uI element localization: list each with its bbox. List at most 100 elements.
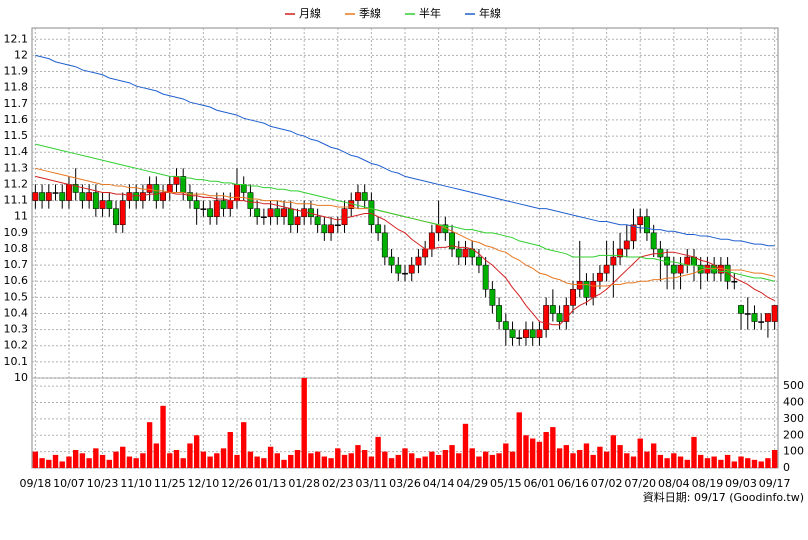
volume-bar	[429, 451, 435, 468]
volume-bar	[509, 451, 516, 468]
candle-body	[361, 192, 368, 201]
candle-body	[52, 192, 59, 194]
candle-body	[240, 184, 247, 193]
y-tick-label: 11.2	[4, 177, 29, 190]
candle-body	[321, 224, 328, 234]
candle-body	[247, 192, 254, 209]
candle-body	[355, 192, 361, 201]
candle-body	[45, 192, 52, 201]
volume-bar	[624, 453, 630, 468]
candle-body	[516, 337, 523, 339]
volume-bar	[718, 459, 724, 468]
volume-bar	[745, 458, 751, 468]
candle-body	[462, 248, 469, 258]
candle-body	[92, 192, 99, 209]
volume-bar	[698, 454, 704, 468]
volume-bar	[691, 436, 697, 468]
volume-bar	[630, 456, 637, 468]
volume-bar	[496, 453, 502, 468]
candle-body	[449, 232, 455, 250]
candle-body	[287, 208, 294, 226]
volume-bar	[724, 454, 731, 468]
y2-tick-label: 500	[783, 379, 804, 392]
volume-bar	[267, 446, 274, 468]
candle-body	[428, 232, 435, 250]
candle-body	[281, 208, 287, 217]
candle-body	[402, 272, 408, 275]
candle-body	[314, 216, 321, 226]
candle-body	[66, 184, 72, 201]
volume-bar	[193, 435, 200, 468]
candle-body	[274, 208, 281, 217]
volume-bar	[462, 423, 469, 468]
volume-bar	[261, 458, 267, 468]
x-tick-label: 03/11	[356, 477, 388, 490]
volume-bar	[207, 456, 213, 468]
volume-bar	[314, 451, 321, 468]
x-tick-label: 12/26	[221, 477, 253, 490]
candle-body	[334, 224, 341, 227]
y-tick-label: 10	[14, 371, 28, 384]
candle-body	[415, 256, 422, 266]
volume-bar	[133, 458, 139, 468]
volume-bar	[254, 456, 260, 468]
candle-body	[744, 313, 751, 315]
candle-body	[731, 280, 738, 283]
candle-body	[576, 280, 583, 290]
volume-bar	[375, 436, 381, 468]
x-tick-label: 12/10	[188, 477, 220, 490]
volume-bar	[503, 443, 509, 468]
y-tick-label: 12	[14, 48, 28, 61]
candle-body	[388, 256, 395, 266]
x-tick-label: 07/20	[624, 477, 656, 490]
x-tick-label: 08/04	[658, 477, 690, 490]
y-tick-label: 10.3	[4, 323, 29, 336]
volume-bar	[751, 459, 758, 468]
x-tick-label: 10/07	[53, 477, 85, 490]
x-tick-label: 10/23	[87, 477, 119, 490]
volume-bar	[516, 412, 522, 468]
y-tick-label: 10.1	[4, 355, 29, 368]
volume-bar	[140, 453, 146, 468]
volume-bar	[66, 456, 72, 468]
volume-bar	[281, 459, 287, 468]
y-tick-label: 10.5	[4, 290, 29, 303]
candle-body	[227, 200, 234, 209]
candle-body	[590, 280, 597, 298]
y-tick-label: 11	[14, 210, 28, 223]
candle-body	[32, 192, 39, 201]
volume-bar	[227, 432, 233, 468]
legend-label: 半年	[419, 6, 441, 20]
candle-body	[637, 216, 644, 226]
y-tick-label: 11.3	[4, 161, 29, 174]
candle-body	[482, 264, 489, 290]
x-tick-label: 08/19	[692, 477, 724, 490]
candle-body	[771, 305, 778, 322]
volume-bar	[146, 422, 153, 468]
volume-bar	[570, 453, 576, 468]
candle-body	[523, 329, 529, 338]
x-tick-label: 09/18	[20, 477, 52, 490]
candle-body	[623, 240, 630, 250]
volume-bar	[677, 456, 684, 468]
volume-bar	[126, 456, 133, 468]
volume-bar	[247, 451, 254, 468]
volume-bar	[523, 435, 529, 468]
candle-body	[146, 184, 153, 193]
volume-bar	[456, 453, 462, 468]
volume-bar	[187, 443, 193, 468]
volume-bar	[738, 456, 744, 468]
volume-bar	[72, 450, 79, 468]
legend-label: 月線	[299, 6, 321, 20]
volume-bar	[341, 454, 348, 468]
volume-bar	[200, 451, 207, 468]
candle-body	[119, 200, 126, 226]
volume-bar	[556, 448, 563, 468]
candle-body	[455, 248, 462, 258]
volume-bar	[731, 461, 738, 468]
volume-bar	[476, 456, 482, 468]
volume-bar	[160, 405, 166, 468]
x-tick-label: 04/29	[456, 477, 488, 490]
candle-body	[610, 256, 617, 266]
volume-bar	[671, 453, 677, 468]
